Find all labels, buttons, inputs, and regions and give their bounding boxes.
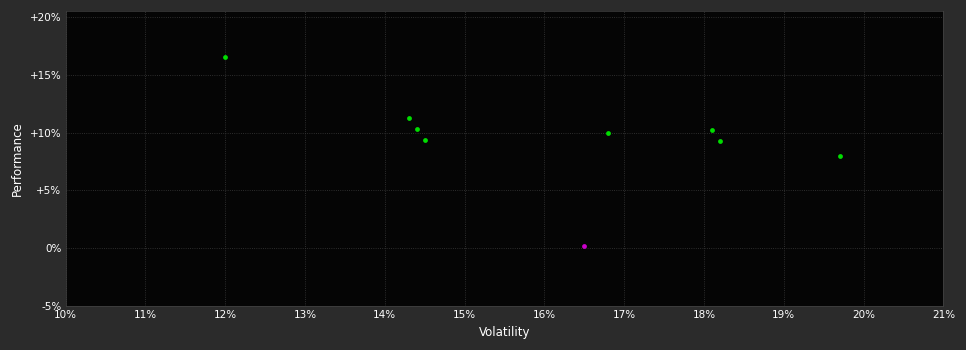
Y-axis label: Performance: Performance <box>12 121 24 196</box>
X-axis label: Volatility: Volatility <box>479 326 530 339</box>
Point <box>417 137 433 142</box>
Point <box>712 138 727 144</box>
Point <box>832 153 847 159</box>
Point <box>409 126 424 132</box>
Point <box>704 127 720 133</box>
Point <box>577 243 592 249</box>
Point <box>401 115 416 120</box>
Point <box>601 130 616 135</box>
Point <box>217 55 233 60</box>
